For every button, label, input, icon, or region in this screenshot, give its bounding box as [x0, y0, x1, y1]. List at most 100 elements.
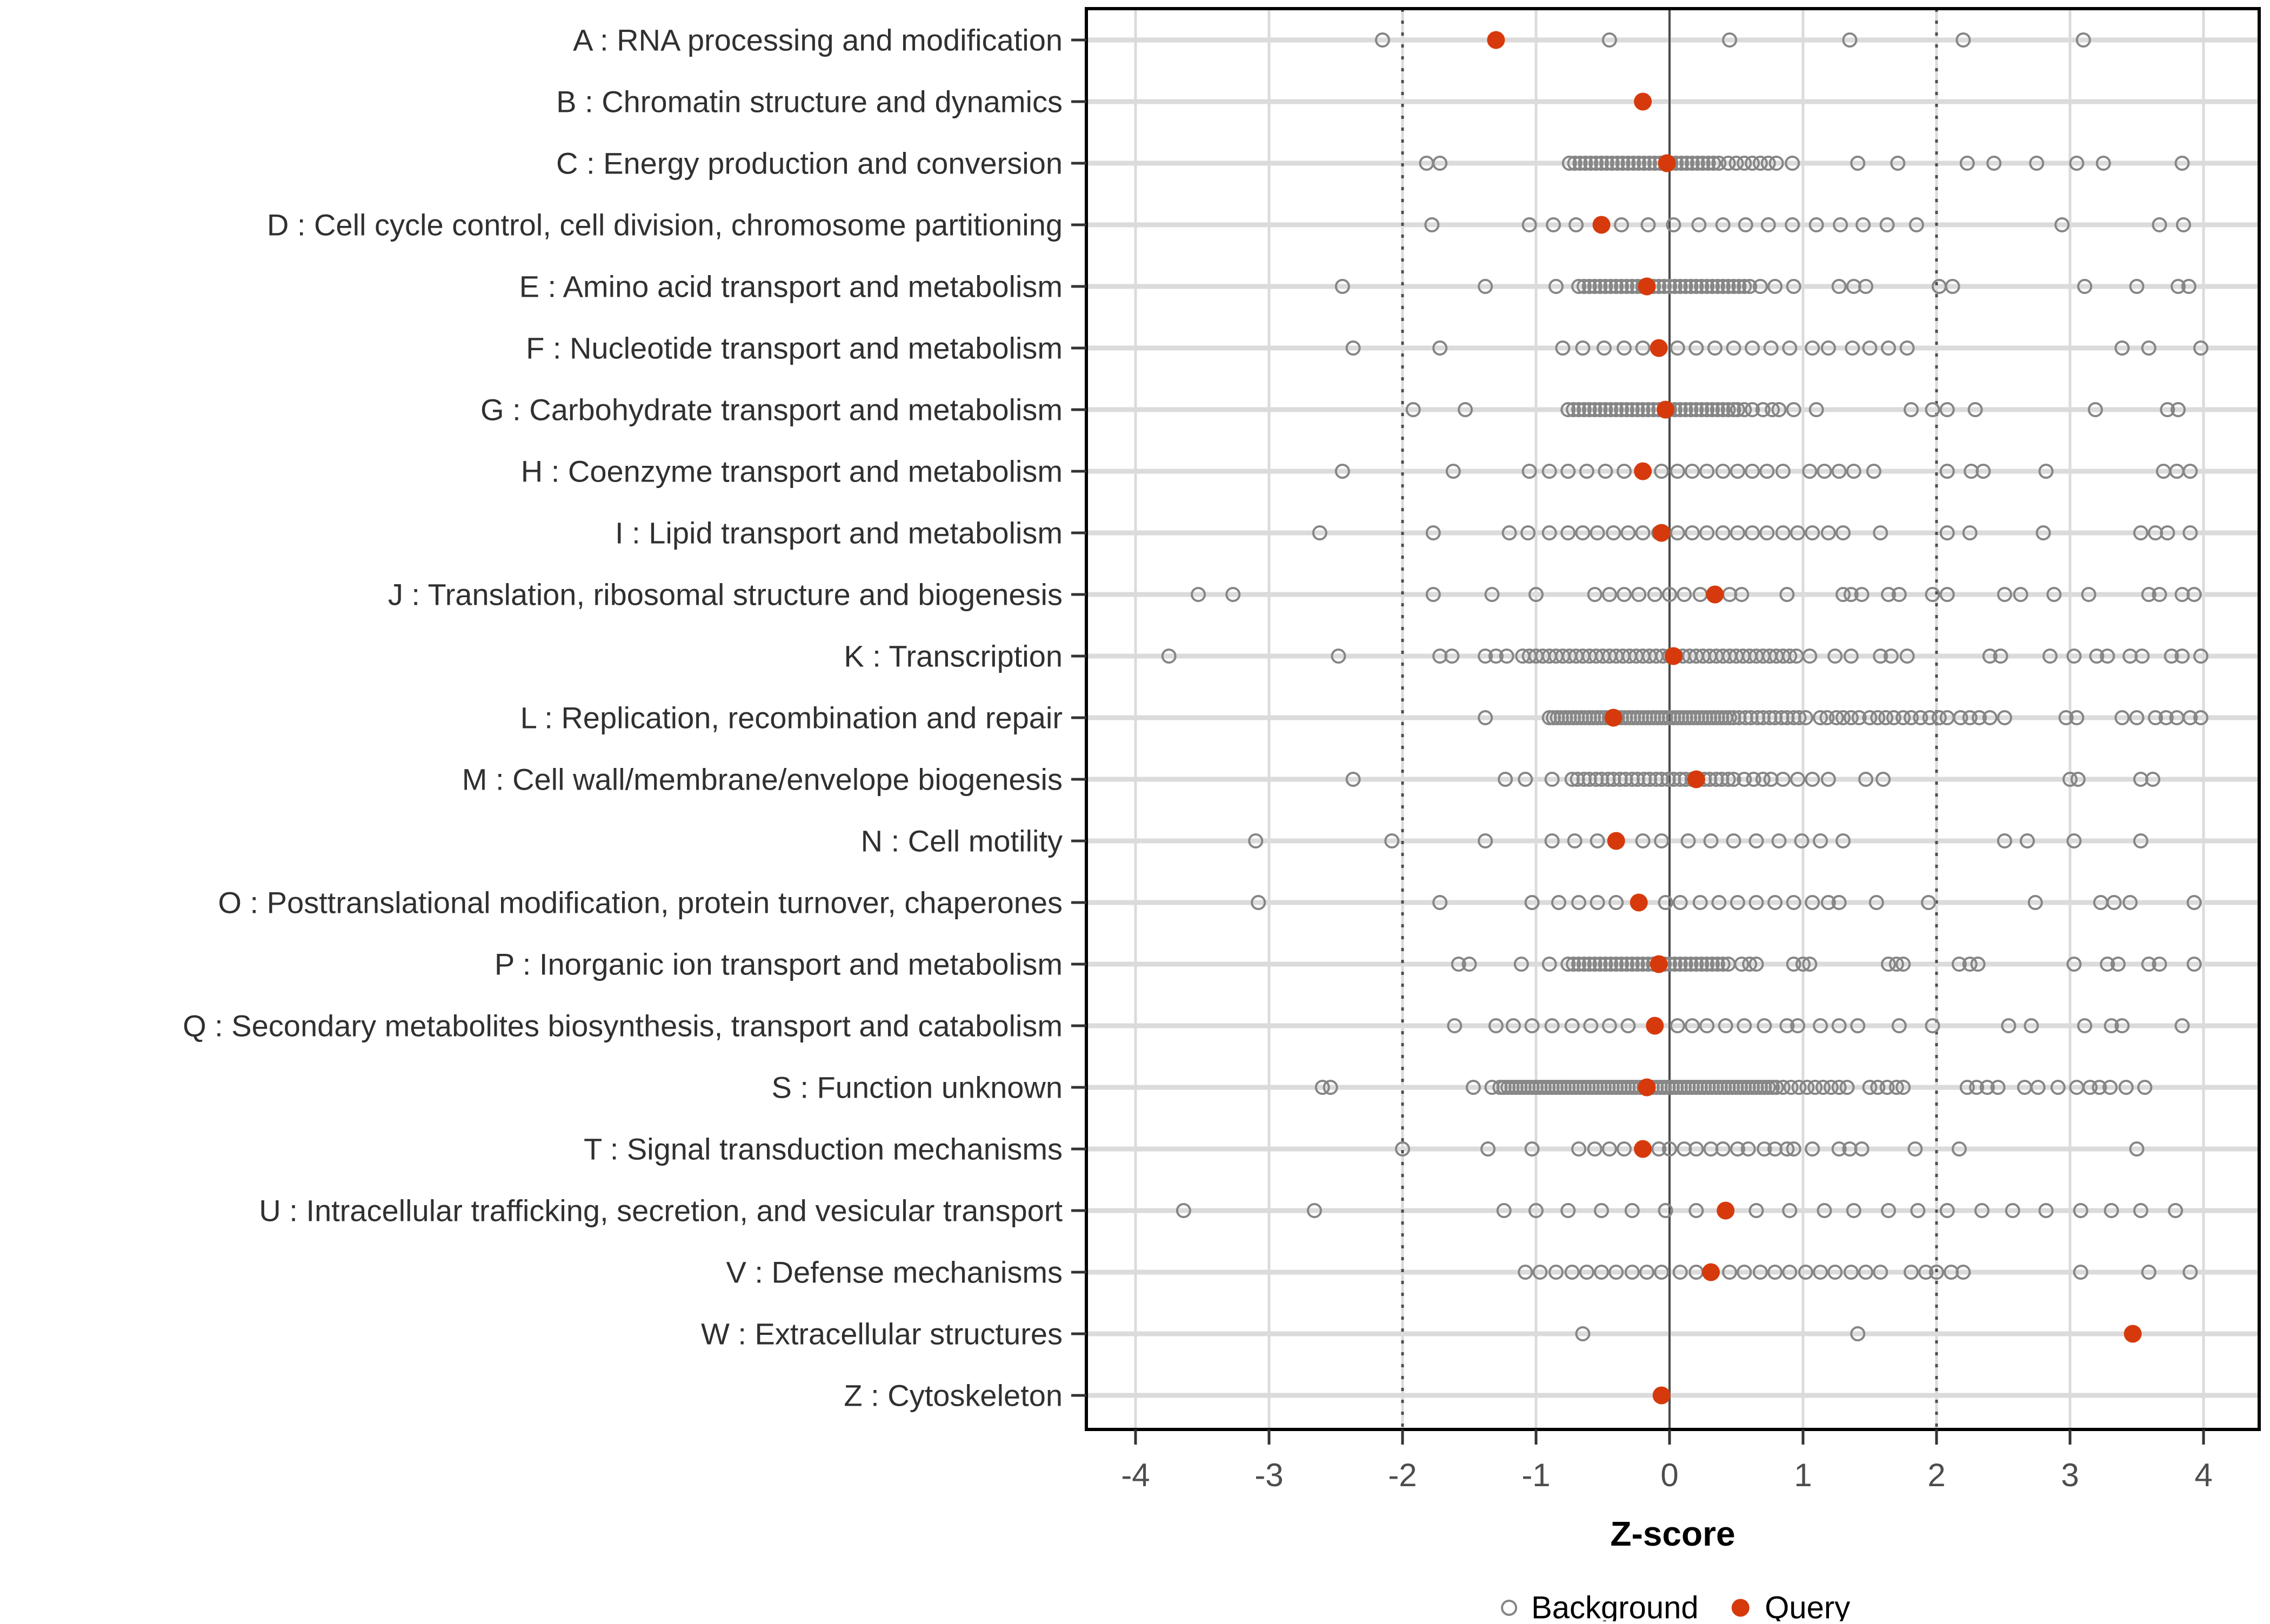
y-axis-label: B : Chromatin structure and dynamics — [556, 85, 1063, 119]
background-point — [1805, 340, 1820, 356]
background-point — [1581, 279, 1597, 294]
background-point — [1997, 710, 2012, 725]
background-point — [2073, 1265, 2088, 1280]
background-point — [2066, 649, 2082, 664]
background-point — [1779, 1018, 1795, 1033]
background-point — [2019, 833, 2035, 848]
background-point — [1763, 340, 1779, 356]
background-point — [1726, 340, 1741, 356]
background-point — [1617, 1141, 1632, 1157]
background-point — [1617, 464, 1632, 479]
query-point — [1607, 832, 1625, 850]
background-point — [1850, 156, 1866, 171]
background-point — [1631, 156, 1647, 171]
background-point — [1726, 772, 1741, 787]
background-point — [2133, 525, 2148, 540]
background-point — [1672, 957, 1688, 972]
background-point — [2110, 957, 2126, 972]
background-point — [2160, 525, 2175, 540]
background-point — [1827, 649, 1843, 664]
background-point — [1737, 1018, 1752, 1033]
background-point — [1587, 402, 1603, 417]
background-point — [1705, 402, 1720, 417]
background-point — [1624, 1265, 1640, 1280]
background-point — [1895, 710, 1911, 725]
background-point — [1802, 957, 1818, 972]
background-point — [1734, 957, 1750, 972]
background-point — [1590, 833, 1605, 848]
background-point — [1854, 1141, 1870, 1157]
background-point — [1823, 1080, 1839, 1095]
background-point — [2171, 279, 2186, 294]
background-point — [2042, 649, 2058, 664]
background-point — [1886, 710, 1901, 725]
background-point — [1765, 402, 1780, 417]
background-point — [1323, 1080, 1338, 1095]
background-point — [1699, 464, 1715, 479]
background-point — [2066, 833, 2082, 848]
background-point — [1598, 464, 1613, 479]
background-point — [1959, 156, 1975, 171]
background-point — [1745, 402, 1760, 417]
background-point — [1820, 525, 1836, 540]
background-point — [1833, 217, 1848, 232]
background-point — [1706, 156, 1721, 171]
x-tick-label: -1 — [1521, 1457, 1550, 1493]
background-point — [1566, 402, 1581, 417]
background-point — [1683, 957, 1699, 972]
background-point — [1592, 402, 1608, 417]
background-point — [2174, 156, 2190, 171]
background-point — [1767, 279, 1783, 294]
background-point — [2104, 1018, 2119, 1033]
background-point — [1997, 833, 2012, 848]
background-point — [1888, 1080, 1904, 1095]
background-point — [1831, 1018, 1847, 1033]
background-point — [1858, 1265, 1874, 1280]
query-point — [1487, 31, 1505, 49]
background-point — [1684, 464, 1700, 479]
background-point — [2069, 710, 2085, 725]
y-axis-label: L : Replication, recombination and repai… — [520, 701, 1063, 735]
background-point — [2075, 32, 2091, 48]
background-point — [1578, 156, 1593, 171]
background-point — [2077, 1018, 2093, 1033]
background-point — [1619, 279, 1634, 294]
background-point — [1768, 156, 1784, 171]
background-point — [2182, 710, 2198, 725]
background-point — [1862, 710, 1878, 725]
background-point — [2186, 895, 2202, 910]
background-point — [1921, 895, 1937, 910]
background-point — [1752, 279, 1768, 294]
background-point — [1955, 1265, 1971, 1280]
background-point — [1748, 1203, 1764, 1218]
background-point — [1620, 525, 1636, 540]
background-point — [1161, 649, 1177, 664]
background-point — [1614, 957, 1630, 972]
background-point — [1524, 1141, 1540, 1157]
background-point — [1748, 895, 1764, 910]
background-point — [1759, 525, 1775, 540]
background-point — [1839, 1080, 1855, 1095]
background-point — [2164, 649, 2179, 664]
background-point — [1564, 1265, 1580, 1280]
background-point — [1843, 587, 1859, 602]
background-point — [1875, 772, 1891, 787]
background-point — [1541, 525, 1557, 540]
background-point — [1572, 156, 1588, 171]
background-point — [1748, 833, 1764, 848]
background-point — [1312, 525, 1327, 540]
background-point — [1432, 340, 1448, 356]
background-point — [2077, 279, 2093, 294]
y-axis-label: A : RNA processing and modification — [573, 23, 1063, 57]
background-point — [1881, 1203, 1897, 1218]
y-axis-label: O : Posttranslational modification, prot… — [218, 886, 1063, 920]
background-point — [1843, 649, 1859, 664]
background-point — [1891, 587, 1907, 602]
background-point — [1678, 957, 1693, 972]
background-point — [2141, 340, 2156, 356]
background-point — [1715, 525, 1731, 540]
background-point — [1544, 772, 1560, 787]
background-point — [2182, 525, 2198, 540]
background-point — [1424, 217, 1440, 232]
